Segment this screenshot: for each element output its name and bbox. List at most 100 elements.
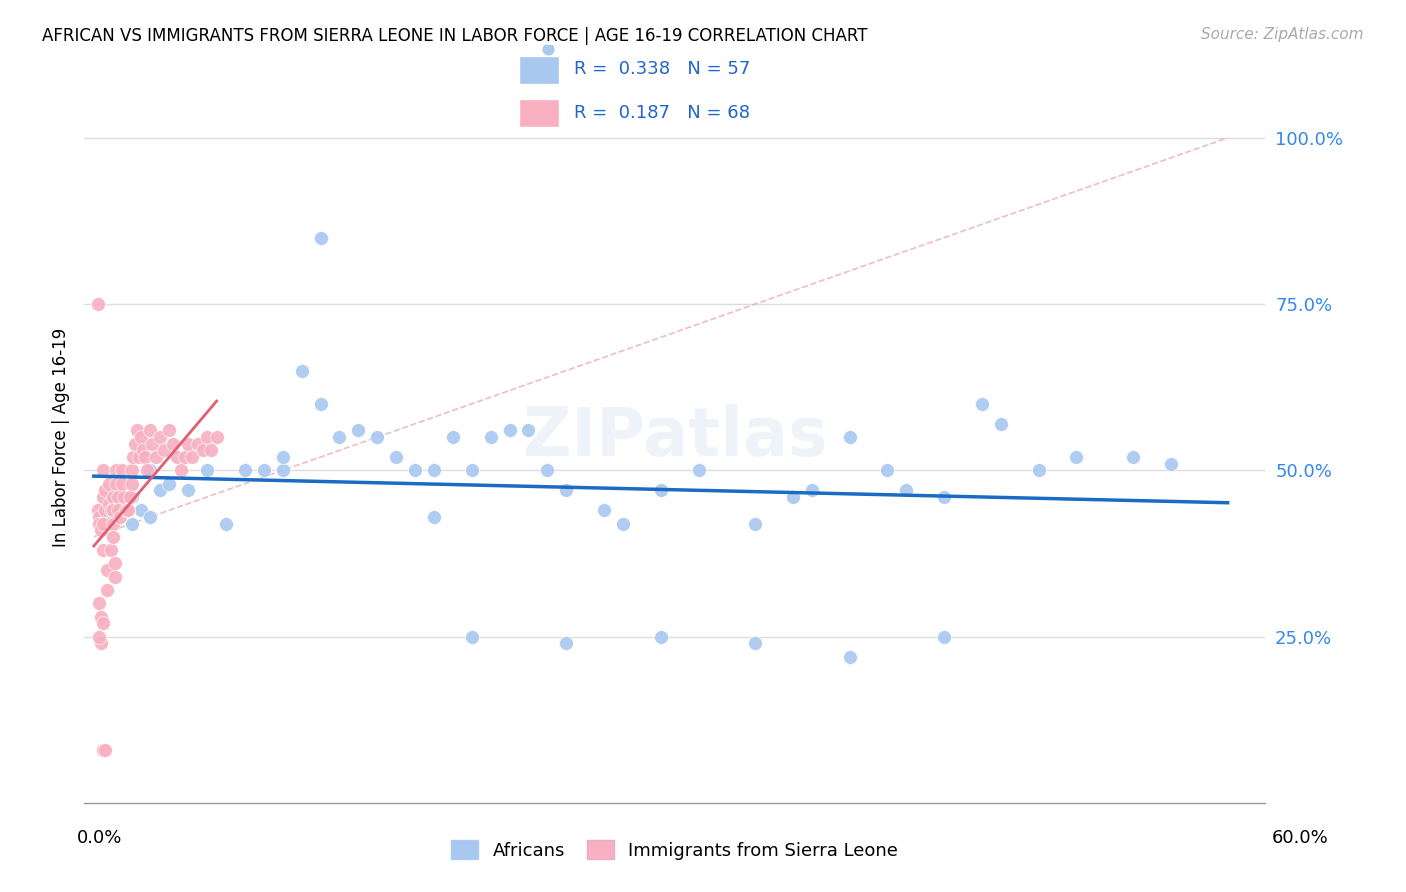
Point <box>101 490 124 504</box>
Point <box>134 450 156 464</box>
Point <box>1160 457 1182 471</box>
Point <box>517 424 540 438</box>
Point <box>94 742 117 756</box>
Point <box>89 630 111 644</box>
Point <box>195 463 218 477</box>
Bar <box>519 56 558 84</box>
Point <box>423 509 446 524</box>
Point <box>309 397 332 411</box>
Point <box>97 497 120 511</box>
Point <box>215 516 238 531</box>
Point <box>328 430 350 444</box>
Point <box>105 463 128 477</box>
Point <box>91 516 114 531</box>
Point <box>461 463 484 477</box>
Point <box>838 430 860 444</box>
Point <box>366 430 388 444</box>
Point <box>111 463 134 477</box>
Point <box>111 503 134 517</box>
Point <box>650 630 672 644</box>
Point <box>1028 463 1050 477</box>
Y-axis label: In Labor Force | Age 16-19: In Labor Force | Age 16-19 <box>52 327 70 547</box>
Point <box>112 490 135 504</box>
Text: Source: ZipAtlas.com: Source: ZipAtlas.com <box>1201 27 1364 42</box>
Point <box>89 509 111 524</box>
Point <box>89 596 111 610</box>
Point <box>187 436 209 450</box>
Point <box>555 636 578 650</box>
Point <box>89 516 111 531</box>
Point <box>173 450 195 464</box>
Point <box>423 463 446 477</box>
Point <box>104 570 127 584</box>
Point <box>128 450 150 464</box>
Point <box>100 543 122 558</box>
Point <box>101 530 124 544</box>
Point <box>124 436 146 450</box>
Point <box>139 424 162 438</box>
Point <box>385 450 408 464</box>
Text: R =  0.338   N = 57: R = 0.338 N = 57 <box>574 60 751 78</box>
Text: 60.0%: 60.0% <box>1272 829 1329 847</box>
Point <box>118 490 141 504</box>
Point <box>91 543 114 558</box>
Point <box>90 636 112 650</box>
Point <box>800 483 823 498</box>
Point <box>934 630 956 644</box>
Point <box>593 503 616 517</box>
Point <box>555 483 578 498</box>
Point <box>149 483 172 498</box>
Point <box>129 503 152 517</box>
Point <box>404 463 426 477</box>
Point <box>86 503 108 517</box>
Point <box>129 430 152 444</box>
Point <box>107 503 129 517</box>
Point <box>101 516 124 531</box>
Point <box>1122 450 1144 464</box>
Point <box>934 490 956 504</box>
Point <box>121 463 143 477</box>
Point <box>91 616 114 631</box>
Point <box>688 463 710 477</box>
Bar <box>519 99 558 127</box>
Point <box>100 503 122 517</box>
Point <box>970 397 993 411</box>
Text: ZIPatlas: ZIPatlas <box>523 404 827 470</box>
Point <box>650 483 672 498</box>
Point <box>101 503 124 517</box>
Point <box>121 476 143 491</box>
Point <box>121 490 143 504</box>
Point <box>139 509 162 524</box>
Point <box>291 363 314 377</box>
Point <box>91 463 114 477</box>
Point <box>271 450 294 464</box>
Legend: Africans, Immigrants from Sierra Leone: Africans, Immigrants from Sierra Leone <box>444 833 905 867</box>
Point <box>107 490 129 504</box>
Point <box>94 503 117 517</box>
Point <box>91 490 114 504</box>
Point <box>162 436 184 450</box>
Point <box>149 430 172 444</box>
Point <box>152 443 174 458</box>
Point <box>117 503 139 517</box>
Text: AFRICAN VS IMMIGRANTS FROM SIERRA LEONE IN LABOR FORCE | AGE 16-19 CORRELATION C: AFRICAN VS IMMIGRANTS FROM SIERRA LEONE … <box>42 27 868 45</box>
Point <box>200 443 222 458</box>
Point <box>94 483 117 498</box>
Point <box>744 516 766 531</box>
Point <box>461 630 484 644</box>
Point <box>744 636 766 650</box>
Point <box>166 450 188 464</box>
Point <box>157 424 180 438</box>
Point <box>145 450 167 464</box>
Point <box>90 523 112 537</box>
Point <box>127 424 149 438</box>
Point <box>86 297 108 311</box>
Point <box>537 42 560 56</box>
Point <box>115 503 138 517</box>
Point <box>181 450 204 464</box>
Text: R =  0.187   N = 68: R = 0.187 N = 68 <box>574 104 751 122</box>
Point <box>347 424 370 438</box>
Point <box>157 476 180 491</box>
Point <box>111 476 134 491</box>
Point <box>122 450 145 464</box>
